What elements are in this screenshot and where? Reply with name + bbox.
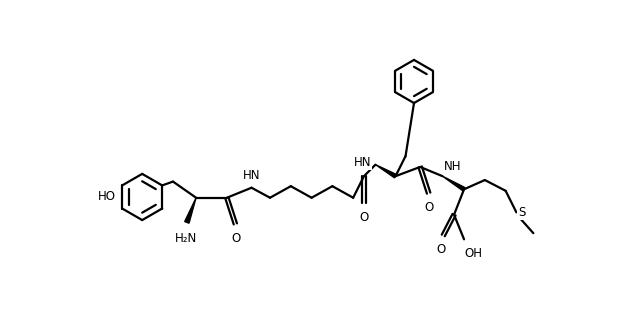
Polygon shape: [185, 198, 196, 223]
Text: OH: OH: [465, 247, 483, 260]
Text: H₂N: H₂N: [175, 231, 197, 244]
Polygon shape: [443, 176, 465, 191]
Text: NH: NH: [444, 160, 461, 173]
Text: O: O: [231, 231, 241, 244]
Text: O: O: [424, 201, 433, 214]
Text: HN: HN: [353, 156, 371, 169]
Text: HO: HO: [98, 190, 116, 203]
Text: S: S: [519, 206, 526, 219]
Text: O: O: [360, 211, 368, 224]
Text: O: O: [436, 243, 446, 256]
Polygon shape: [376, 165, 396, 178]
Text: HN: HN: [243, 169, 260, 182]
